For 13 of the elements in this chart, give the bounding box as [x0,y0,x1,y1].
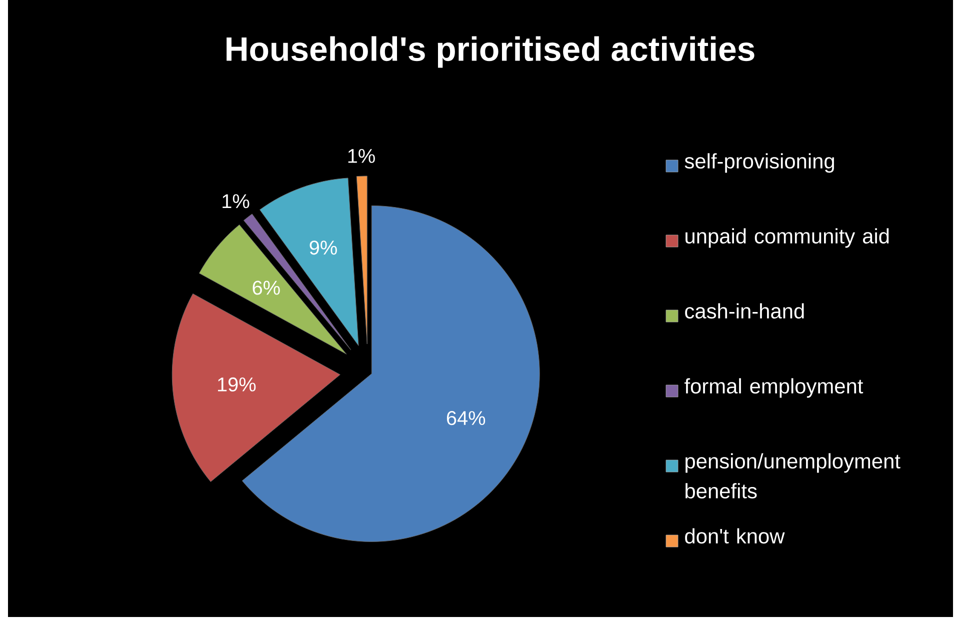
legend-label: self-provisioning [684,153,834,173]
data-label: 9% [310,240,337,255]
data-label: 19% [218,377,256,392]
data-label: 6% [252,280,280,295]
data-label: 64% [446,411,486,426]
legend-label: don't know [685,528,785,544]
chart-title: Household's prioritised activities [226,36,754,68]
legend-label: pension/unemployment benefits [686,453,900,498]
legend-label: formal employment [684,378,864,398]
data-label: 1% [222,194,250,208]
data-label: 1% [348,148,375,163]
legend-label: unpaid community aid [686,228,889,248]
legend-label: cash-in-hand [685,303,804,319]
